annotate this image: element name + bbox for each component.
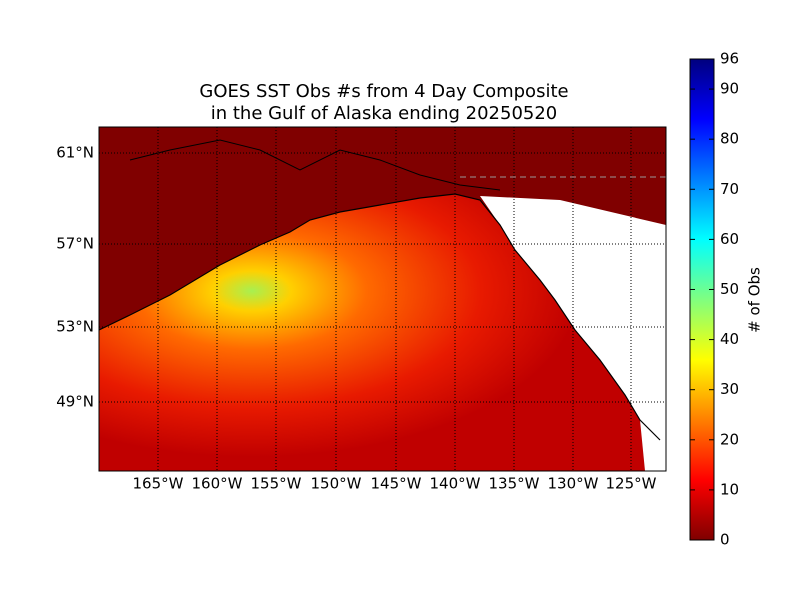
title-line: GOES SST Obs #s from 4 Day Composite [199,81,568,102]
lon-label: 160°W [192,475,243,493]
colorbar-tick-label: 50 [720,280,739,298]
colorbar-tick-label: 60 [720,230,739,248]
lon-label: 145°W [371,475,422,493]
ocean-data [99,194,645,471]
lat-label: 53°N [56,318,94,336]
colorbar-tick-label: 30 [720,380,739,398]
coastline [129,139,501,191]
land-white [480,196,666,471]
lat-label: 57°N [56,235,94,253]
lat-label: 49°N [56,393,94,411]
colorbar-tick-label: 0 [720,531,730,549]
map [98,126,667,472]
colorbar-tick-label: 10 [720,480,739,498]
colorbar-tick-label: 80 [720,130,739,148]
lon-label: 125°W [606,475,657,493]
lon-label: 130°W [548,475,599,493]
colorbar-tick-label: 96 [720,50,739,68]
map-frame [98,126,667,472]
colorbar-tick-label: 40 [720,330,739,348]
lat-label: 61°N [56,144,94,162]
lon-label: 140°W [430,475,481,493]
lon-label: 165°W [133,475,184,493]
colorbar-label: # of Obs [746,267,764,333]
title-line: in the Gulf of Alaska ending 20250520 [211,103,558,124]
colorbar-tick-label: 90 [720,80,739,98]
colorbar-tick-label: 70 [720,180,739,198]
lon-label: 150°W [311,475,362,493]
lon-label: 135°W [489,475,540,493]
colorbar [689,58,715,541]
lon-label: 155°W [251,475,302,493]
colorbar-tick-label: 20 [720,430,739,448]
